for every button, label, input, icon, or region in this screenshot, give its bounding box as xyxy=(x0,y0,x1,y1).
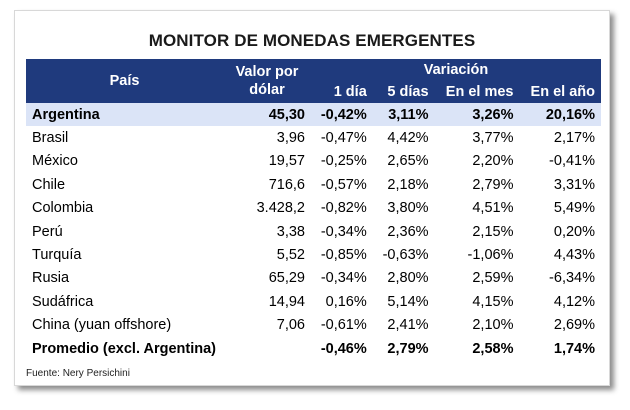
table-card: MONITOR DE MONEDAS EMERGENTES País Valor… xyxy=(14,10,610,386)
var-en-el-mes-cell: 2,20% xyxy=(472,153,514,170)
var-1-dia-cell: -0,34% xyxy=(320,270,367,287)
valor-cell: 3,96 xyxy=(276,130,305,147)
var-1-dia-cell: 0,16% xyxy=(325,293,367,310)
table-row: Sudáfrica 14,94 0,16% 5,14% 4,15% 4,12% xyxy=(26,290,601,313)
valor-cell: 19,57 xyxy=(268,153,305,170)
var-5-dias-cell: 2,80% xyxy=(387,270,429,287)
table-body: Argentina 45,30 -0,42% 3,11% 3,26% 20,16% Bras… xyxy=(26,103,601,360)
var-1-dia-cell: -0,61% xyxy=(320,317,367,334)
average-row: Promedio (excl. Argentina) -0,46% 2,79% … xyxy=(26,337,601,360)
valor-cell: 65,29 xyxy=(268,270,305,287)
var-5-dias-cell: -0,63% xyxy=(382,247,429,264)
average-1-dia: -0,46% xyxy=(320,340,367,357)
table-row: Argentina 45,30 -0,42% 3,11% 3,26% 20,16% xyxy=(26,103,601,127)
var-en-el-mes-cell: 4,51% xyxy=(472,200,514,217)
col-header-1-dia: 1 día xyxy=(311,81,373,103)
var-5-dias-cell: 5,14% xyxy=(387,293,429,310)
var-5-dias-cell: 2,65% xyxy=(387,153,429,170)
var-1-dia-cell: -0,34% xyxy=(320,223,367,240)
var-en-el-mes-cell: 2,15% xyxy=(472,223,514,240)
country-cell: México xyxy=(32,153,78,170)
col-header-en-el-anio: En el año xyxy=(519,81,601,103)
country-cell: Perú xyxy=(32,223,63,240)
var-en-el-anio-cell: 2,69% xyxy=(553,317,595,334)
col-header-variacion: Variación xyxy=(311,59,601,81)
country-cell: Brasil xyxy=(32,130,69,147)
var-en-el-anio-cell: 5,49% xyxy=(553,200,595,217)
var-en-el-anio-cell: -0,41% xyxy=(549,153,595,170)
var-1-dia-cell: -0,47% xyxy=(320,130,367,147)
valor-cell: 45,30 xyxy=(223,103,311,127)
var-en-el-mes-cell: 4,15% xyxy=(472,293,514,310)
valor-cell: 14,94 xyxy=(268,293,305,310)
table-row: Turquía 5,52 -0,85% -0,63% -1,06% 4,43% xyxy=(26,243,601,266)
col-header-pais: País xyxy=(26,59,223,103)
var-en-el-anio-cell: 4,12% xyxy=(553,293,595,310)
country-cell: Chile xyxy=(32,176,66,193)
country-cell: Colombia xyxy=(32,200,94,217)
table-row: Rusia 65,29 -0,34% 2,80% 2,59% -6,34% xyxy=(26,267,601,290)
page-title: MONITOR DE MONEDAS EMERGENTES xyxy=(148,31,476,50)
table-row: México 19,57 -0,25% 2,65% 2,20% -0,41% xyxy=(26,150,601,173)
var-1-dia-cell: -0,82% xyxy=(320,200,367,217)
var-en-el-mes-cell: -1,06% xyxy=(467,247,514,264)
col-header-valor: Valor por dólar xyxy=(223,59,311,103)
var-en-el-anio-cell: 4,43% xyxy=(553,247,595,264)
col-header-valor-line2: dólar xyxy=(249,82,285,98)
average-en-el-anio: 1,74% xyxy=(553,340,595,357)
var-en-el-anio-cell: -6,34% xyxy=(549,270,595,287)
var-en-el-anio-cell: 20,16% xyxy=(519,103,601,127)
country-cell: Sudáfrica xyxy=(32,293,94,310)
var-en-el-mes-cell: 2,59% xyxy=(472,270,514,287)
table-row: Chile 716,6 -0,57% 2,18% 2,79% 3,31% xyxy=(26,173,601,196)
valor-cell: 5,52 xyxy=(276,247,305,264)
var-5-dias-cell: 4,42% xyxy=(387,130,429,147)
col-header-valor-line1: Valor por xyxy=(235,64,299,80)
table-header: País Valor por dólar Variación 1 día 5 d… xyxy=(26,59,601,103)
country-cell: Turquía xyxy=(32,247,82,264)
table-row: Colombia 3.428,2 -0,82% 3,80% 4,51% 5,49% xyxy=(26,197,601,220)
average-en-el-mes: 2,58% xyxy=(472,340,514,357)
col-header-5-dias: 5 días xyxy=(372,81,435,103)
var-en-el-anio-cell: 0,20% xyxy=(553,223,595,240)
var-1-dia-cell: -0,42% xyxy=(311,103,373,127)
var-1-dia-cell: -0,85% xyxy=(320,247,367,264)
var-5-dias-cell: 2,41% xyxy=(387,317,429,334)
var-en-el-mes-cell: 3,26% xyxy=(434,103,520,127)
var-5-dias-cell: 3,11% xyxy=(372,103,435,127)
var-5-dias-cell: 2,36% xyxy=(387,223,429,240)
var-en-el-mes-cell: 2,79% xyxy=(472,176,514,193)
col-header-en-el-mes: En el mes xyxy=(434,81,520,103)
var-5-dias-cell: 3,80% xyxy=(387,200,429,217)
country-cell: Rusia xyxy=(32,270,70,287)
var-1-dia-cell: -0,57% xyxy=(320,176,367,193)
var-en-el-anio-cell: 3,31% xyxy=(553,176,595,193)
valor-cell: 3,38 xyxy=(276,223,305,240)
var-en-el-mes-cell: 3,77% xyxy=(472,130,514,147)
country-cell: Argentina xyxy=(26,103,223,127)
valor-cell: 3.428,2 xyxy=(256,200,305,217)
table-row: Brasil 3,96 -0,47% 4,42% 3,77% 2,17% xyxy=(26,126,601,149)
average-5-dias: 2,79% xyxy=(387,340,429,357)
average-label: Promedio (excl. Argentina) xyxy=(32,340,216,357)
table-row: China (yuan offshore) 7,06 -0,61% 2,41% 2,10… xyxy=(26,314,601,337)
valor-cell: 7,06 xyxy=(276,317,305,334)
currency-table: País Valor por dólar Variación 1 día 5 d… xyxy=(26,59,601,360)
source-note: Fuente: Nery Persichini xyxy=(26,368,130,379)
var-5-dias-cell: 2,18% xyxy=(387,176,429,193)
valor-cell: 716,6 xyxy=(268,176,305,193)
average-valor xyxy=(223,337,311,360)
country-cell: China (yuan offshore) xyxy=(32,317,172,334)
var-1-dia-cell: -0,25% xyxy=(320,153,367,170)
table-row: Perú 3,38 -0,34% 2,36% 2,15% 0,20% xyxy=(26,220,601,243)
var-en-el-anio-cell: 2,17% xyxy=(553,130,595,147)
var-en-el-mes-cell: 2,10% xyxy=(472,317,514,334)
